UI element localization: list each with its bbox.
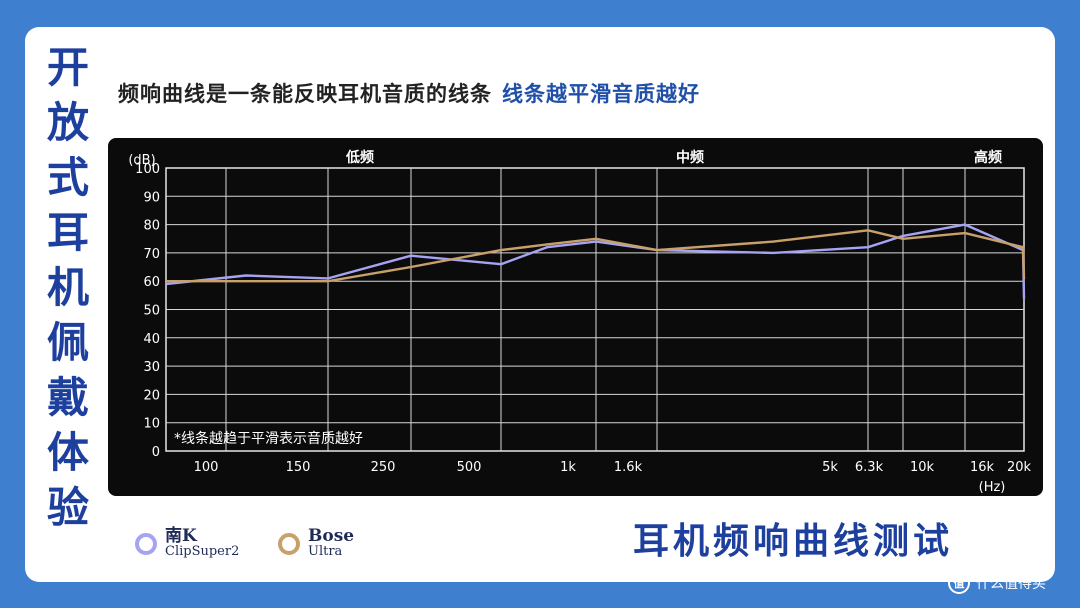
series-point xyxy=(866,246,870,249)
legend-brand: 南K xyxy=(165,526,197,546)
chart-annotation: *线条越趋于平滑表示音质越好 xyxy=(174,430,363,447)
series-point xyxy=(499,263,503,266)
x-axis-label: (Hz) xyxy=(979,480,1006,495)
series-point xyxy=(545,243,549,246)
y-tick-label: 30 xyxy=(143,360,160,375)
series-point xyxy=(326,280,330,283)
y-tick-label: 80 xyxy=(143,219,160,234)
legend-model: ClipSuper2 xyxy=(165,544,240,559)
series-point xyxy=(594,240,598,243)
side-title-char: 放 xyxy=(46,98,89,147)
watermark-logo-icon: 值 xyxy=(948,572,970,594)
y-tick-label: 50 xyxy=(143,304,160,319)
legend-item-nank: 南K ClipSuper2 xyxy=(135,528,239,559)
x-tick-label: 16k xyxy=(970,460,995,475)
chart-panel: 0 10 20 30 40 50 60 70 80 90 100 100 150 250 500 1k 1.6k… xyxy=(108,138,1043,496)
x-tick-label: 150 xyxy=(286,460,311,475)
x-tick-label: 250 xyxy=(371,460,396,475)
series-line-1 xyxy=(166,229,1026,283)
series-point xyxy=(1021,246,1025,249)
side-title-char: 耳 xyxy=(46,208,89,257)
series-point xyxy=(655,248,659,252)
x-tick-label: 500 xyxy=(457,460,482,475)
x-tick-label: 100 xyxy=(194,460,219,475)
side-title-char: 开 xyxy=(46,43,89,92)
series-point xyxy=(499,248,503,252)
watermark-text: 什么值得买 xyxy=(976,576,1046,592)
side-title-char: 戴 xyxy=(46,373,89,422)
series-point xyxy=(901,237,905,240)
x-tick-label: 6.3k xyxy=(855,460,884,475)
legend-brand: Bose xyxy=(308,526,355,546)
y-tick-label: 40 xyxy=(143,332,160,347)
series-point xyxy=(326,277,330,280)
series-point xyxy=(772,251,775,255)
series-point xyxy=(594,237,598,240)
side-title-char: 佩 xyxy=(46,318,89,367)
headline: 频响曲线是一条能反映耳机音质的线条 线条越平滑音质越好 xyxy=(118,78,700,108)
side-title-char: 式 xyxy=(46,153,89,202)
side-title: 开放式耳机佩戴体验 xyxy=(40,40,96,535)
series-point xyxy=(244,280,248,283)
frequency-response-chart: 0 10 20 30 40 50 60 70 80 90 100 100 150 250 500 1k 1.6k… xyxy=(128,149,1032,495)
headline-accent: 线条越平滑音质越好 xyxy=(502,82,700,106)
series-point xyxy=(963,223,967,226)
band-label: 中频 xyxy=(676,149,704,166)
x-tick-label: 1k xyxy=(560,460,576,475)
series-point xyxy=(772,240,775,243)
side-title-char: 机 xyxy=(46,263,89,312)
legend-model: Ultra xyxy=(308,544,343,559)
series-point xyxy=(1022,296,1026,300)
y-tick-label: 60 xyxy=(143,275,160,290)
y-tick-label: 20 xyxy=(143,388,160,403)
y-tick-label: 100 xyxy=(135,162,160,177)
bottom-title: 耳机频响曲线测试 xyxy=(633,521,954,562)
series-line-0 xyxy=(165,223,1026,299)
y-tick-label: 90 xyxy=(143,190,160,205)
x-tick-label: 10k xyxy=(910,460,935,475)
headline-main: 频响曲线是一条能反映耳机音质的线条 xyxy=(118,82,492,106)
x-tick-label: 5k xyxy=(822,460,838,475)
y-tick-label: 10 xyxy=(143,417,160,432)
watermark: 值 什么值得买 xyxy=(948,572,1046,594)
legend-item-bose: Bose Ultra xyxy=(278,528,354,559)
x-tick-label: 20k xyxy=(1007,460,1032,475)
series-point xyxy=(866,229,870,232)
series-point xyxy=(1022,277,1026,280)
y-axis-label: (dB) xyxy=(128,153,155,168)
legend-dot-icon xyxy=(135,532,157,555)
side-title-char: 体 xyxy=(46,428,89,477)
y-tick-label: 70 xyxy=(143,247,160,262)
legend-dot-icon xyxy=(278,532,300,555)
band-label: 低频 xyxy=(345,149,374,166)
series-point xyxy=(244,274,248,277)
series-point xyxy=(963,231,967,235)
band-label: 高频 xyxy=(974,149,1002,166)
series-point xyxy=(901,234,905,238)
series-point xyxy=(545,246,549,249)
y-tick-label: 0 xyxy=(152,445,160,460)
x-tick-label: 1.6k xyxy=(614,460,643,475)
side-title-char: 验 xyxy=(46,483,89,532)
series-point xyxy=(409,265,413,269)
series-point xyxy=(409,254,413,257)
